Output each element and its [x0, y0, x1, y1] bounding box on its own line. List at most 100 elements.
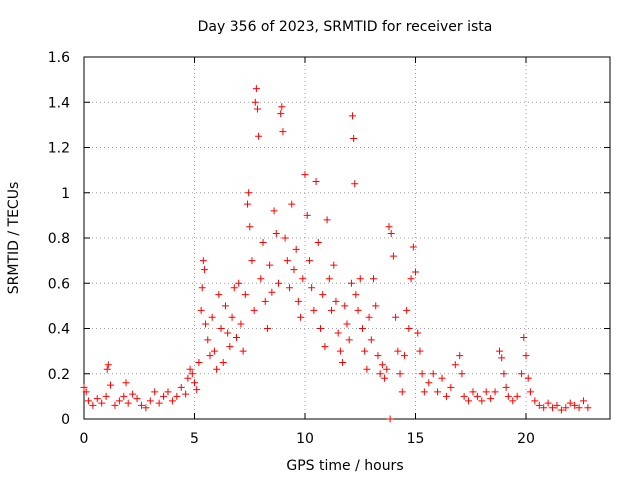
x-tick-label: 5 [190, 431, 199, 447]
y-tick-label: 1.4 [48, 95, 70, 111]
data-points [80, 85, 592, 423]
data-point [272, 229, 280, 237]
data-point [356, 275, 364, 283]
data-point [429, 370, 437, 378]
data-point [365, 313, 373, 321]
data-point [263, 325, 271, 332]
x-tick-label: 20 [517, 431, 535, 447]
data-point [301, 171, 309, 179]
y-tick-label: 0.2 [48, 367, 70, 383]
data-point [465, 397, 473, 405]
data-point [107, 381, 115, 389]
data-point [241, 291, 249, 299]
data-point [164, 388, 172, 396]
data-point [540, 404, 548, 412]
data-point [230, 284, 238, 292]
data-point [330, 261, 338, 269]
data-point [341, 302, 349, 310]
data-point [226, 343, 234, 351]
data-point [584, 404, 592, 412]
data-point [184, 374, 192, 382]
data-point [303, 211, 311, 219]
data-point [80, 383, 88, 391]
data-point [142, 404, 150, 412]
data-point [232, 334, 240, 342]
data-point [89, 401, 97, 409]
data-point [412, 268, 420, 276]
data-point [197, 306, 205, 314]
data-point [188, 370, 196, 378]
data-point [299, 275, 307, 283]
data-point [575, 404, 583, 412]
data-point [349, 112, 357, 120]
data-point [438, 374, 446, 382]
data-point [374, 352, 382, 360]
data-point [286, 284, 294, 292]
data-point [221, 302, 229, 310]
data-point [325, 275, 333, 283]
data-point [396, 370, 404, 378]
data-point [557, 406, 565, 414]
data-point [202, 320, 210, 328]
y-tick-label: 0.6 [48, 276, 70, 292]
data-point [224, 329, 232, 337]
data-point [383, 365, 391, 373]
x-tick-label: 10 [296, 431, 314, 447]
data-point [219, 358, 227, 366]
data-point [343, 320, 351, 328]
y-tick-label: 1 [61, 186, 70, 202]
data-point [281, 234, 289, 242]
data-point [261, 297, 269, 305]
data-point [288, 200, 296, 208]
data-point [381, 374, 389, 382]
data-point [350, 134, 358, 142]
data-point [290, 266, 298, 274]
data-point [332, 297, 340, 305]
data-point [292, 245, 300, 253]
data-point [372, 302, 380, 310]
data-point [345, 336, 353, 344]
data-point [579, 397, 587, 405]
data-point [403, 306, 411, 314]
data-point [248, 257, 256, 265]
data-point [82, 388, 90, 396]
data-point [259, 239, 267, 247]
data-point [442, 392, 450, 400]
data-point [198, 284, 206, 292]
data-point [245, 189, 253, 197]
data-point [500, 370, 508, 378]
data-point [571, 401, 579, 409]
data-point [566, 399, 574, 407]
data-point [186, 365, 194, 373]
y-tick-label: 0 [61, 412, 70, 428]
data-point [363, 365, 371, 373]
data-point [168, 397, 176, 405]
data-point [386, 415, 394, 423]
x-axis-label: GPS time / hours [286, 458, 403, 474]
data-point [520, 334, 528, 342]
data-point [235, 279, 243, 287]
data-point [526, 388, 534, 396]
axis-ticks: 0 0.2 0.4 0.6 0.8 1 1.2 1.4 1.6 0 5 10 15 20 [48, 50, 610, 447]
data-point [531, 397, 539, 405]
data-point [339, 358, 347, 366]
data-point [182, 390, 190, 398]
data-point [518, 370, 526, 378]
grid-lines [84, 57, 610, 419]
data-point [549, 404, 557, 412]
data-point [487, 395, 495, 403]
data-point [420, 388, 428, 396]
data-point [277, 110, 285, 118]
data-point [244, 200, 252, 208]
data-point [200, 266, 208, 274]
data-point [270, 207, 278, 215]
data-point [522, 352, 530, 360]
data-point [228, 313, 236, 321]
data-point [98, 399, 106, 407]
data-point [274, 279, 282, 287]
data-point [334, 329, 342, 337]
data-point [456, 352, 464, 360]
data-point [414, 329, 422, 337]
data-point [370, 275, 378, 283]
